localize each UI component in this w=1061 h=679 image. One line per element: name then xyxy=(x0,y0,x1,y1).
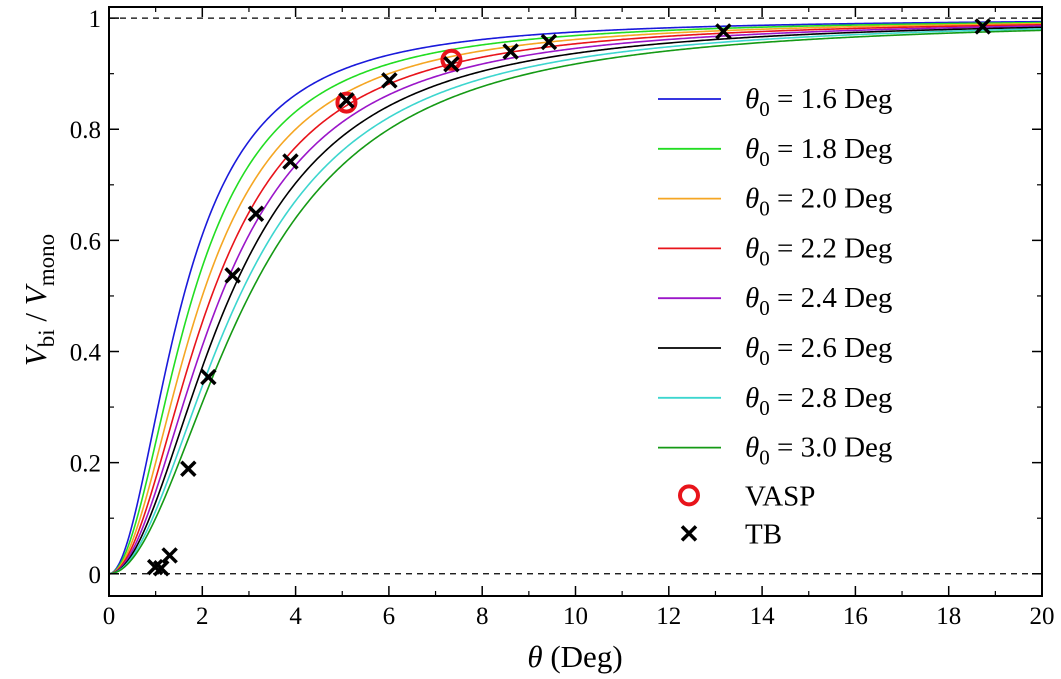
y-axis-separator: / xyxy=(18,305,53,329)
legend-value: = 1.8 Deg xyxy=(770,133,893,165)
data-markers xyxy=(146,18,991,577)
x-tick-label: 12 xyxy=(656,603,681,630)
y-tick-label: 0.4 xyxy=(70,340,102,367)
legend-label-0: θ0 = 1.6 Deg xyxy=(745,83,892,121)
x-tick-label: 18 xyxy=(936,603,961,630)
legend-symbol: θ xyxy=(745,83,759,115)
vasp-point-0 xyxy=(335,91,358,114)
legend-subscript: 0 xyxy=(759,346,770,370)
legend-symbol: θ xyxy=(745,183,759,215)
x-tick-label: 2 xyxy=(196,603,209,630)
tb-point-7 xyxy=(282,153,299,170)
tb-point-4 xyxy=(200,368,217,386)
x-axis-title: θ (Deg) xyxy=(527,639,622,674)
y-tick-label: 0.8 xyxy=(70,117,101,144)
plot-frame xyxy=(108,6,1043,597)
legend-symbol: θ xyxy=(745,382,759,414)
legend-label-1: θ0 = 1.8 Deg xyxy=(745,133,892,171)
legend-symbol: θ xyxy=(745,232,759,264)
series-curve-4 xyxy=(108,25,1043,575)
curves xyxy=(108,20,1043,575)
x-tick-label: 0 xyxy=(103,603,116,630)
legend-tb-marker xyxy=(680,525,698,542)
legend-label-4: θ0 = 2.4 Deg xyxy=(745,282,892,320)
legend-value: = 2.6 Deg xyxy=(770,332,893,364)
legend-value: = 1.6 Deg xyxy=(770,83,893,115)
y-tick-label: 0 xyxy=(89,562,102,589)
legend-subscript: 0 xyxy=(759,446,770,470)
legend-label-5: θ0 = 2.6 Deg xyxy=(745,332,892,370)
legend-value: = 2.0 Deg xyxy=(770,183,893,215)
legend-value: = 2.4 Deg xyxy=(770,282,893,314)
tb-point-12 xyxy=(540,33,558,51)
y-axis-denominator: V xyxy=(18,283,53,305)
series-curve-2 xyxy=(108,22,1043,575)
x-axis-unit: (Deg) xyxy=(543,639,623,674)
tb-point-2 xyxy=(161,547,178,564)
tb-point-14 xyxy=(974,18,991,35)
legend-symbol: θ xyxy=(745,133,759,165)
tb-point-10 xyxy=(443,55,460,73)
y-axis-numerator: V xyxy=(18,344,53,366)
tb-point-11 xyxy=(502,43,519,60)
legend-value: = 2.2 Deg xyxy=(770,232,893,264)
series-curve-5 xyxy=(108,26,1043,575)
tb-point-9 xyxy=(381,72,398,89)
tb-point-6 xyxy=(247,205,265,222)
legend-subscript: 0 xyxy=(759,97,770,121)
series-curve-7 xyxy=(108,29,1043,575)
axis-ticks: 0 2 4 6 8 10 12 14 16 18 20 0 0.2 0.4 0.6 0.8 1 xyxy=(70,6,1055,630)
x-tick-label: 8 xyxy=(476,603,489,630)
vasp-point-1 xyxy=(440,48,463,71)
legend-symbol: θ xyxy=(745,432,759,464)
legend-subscript: 0 xyxy=(759,396,770,420)
y-axis-denominator-sub: mono xyxy=(34,234,59,286)
legend-value: = 3.0 Deg xyxy=(770,432,893,464)
legend-subscript: 0 xyxy=(759,147,770,171)
x-tick-label: 4 xyxy=(289,603,302,630)
legend-label-3: θ0 = 2.2 Deg xyxy=(745,232,892,270)
y-tick-label: 0.2 xyxy=(70,451,101,478)
x-tick-label: 6 xyxy=(383,603,396,630)
x-axis-symbol: θ xyxy=(527,639,542,674)
series-curve-6 xyxy=(108,27,1043,575)
legend-label-2: θ0 = 2.0 Deg xyxy=(745,183,892,221)
series-curve-0 xyxy=(108,20,1043,575)
reference-lines xyxy=(109,17,1042,575)
legend-tb-label: TB xyxy=(745,518,782,550)
tb-point-5 xyxy=(224,267,241,284)
legend-value: = 2.8 Deg xyxy=(770,382,893,414)
tb-point-1 xyxy=(153,559,170,577)
legend-subscript: 0 xyxy=(759,296,770,320)
y-axis-title: Vbi / Vmono xyxy=(18,234,59,366)
series-curve-1 xyxy=(108,21,1043,575)
legend-subscript: 0 xyxy=(759,246,770,270)
legend-vasp-label: VASP xyxy=(745,480,815,512)
x-tick-label: 14 xyxy=(750,603,776,630)
tb-point-3 xyxy=(180,460,197,477)
legend-label-6: θ0 = 2.8 Deg xyxy=(745,382,892,420)
series-curve-3 xyxy=(108,23,1043,575)
legend-symbol: θ xyxy=(745,282,759,314)
tb-point-13 xyxy=(715,23,732,40)
legend-symbol: θ xyxy=(745,332,759,364)
y-tick-label: 1 xyxy=(89,6,102,33)
y-tick-label: 0.6 xyxy=(70,228,101,255)
x-tick-label: 16 xyxy=(843,603,868,630)
legend-subscript: 0 xyxy=(759,197,770,221)
legend-vasp-marker xyxy=(678,484,700,507)
legend-label-7: θ0 = 3.0 Deg xyxy=(745,432,892,470)
tb-point-8 xyxy=(338,92,355,109)
x-tick-label: 20 xyxy=(1030,603,1055,630)
y-axis-numerator-sub: bi xyxy=(34,329,59,347)
x-tick-label: 10 xyxy=(563,603,588,630)
